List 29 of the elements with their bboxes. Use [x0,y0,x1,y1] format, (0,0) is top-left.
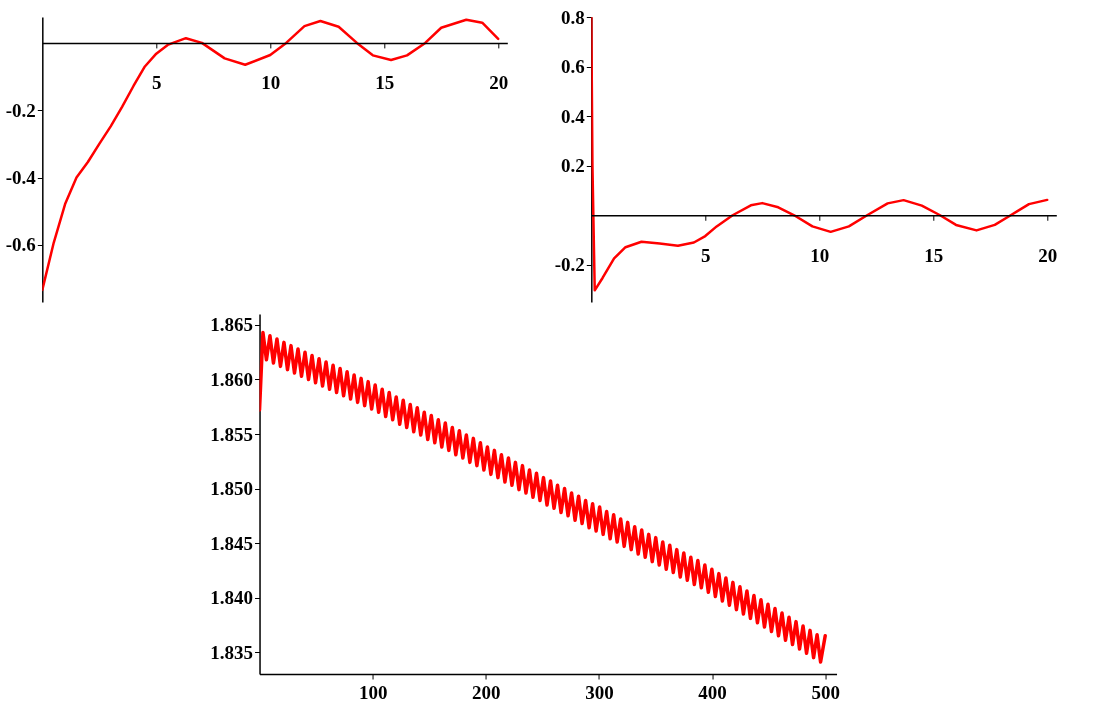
y-tick-label: 1.850 [210,478,254,500]
y-tick-label: 1.835 [210,641,254,663]
y-tick-label: 1.840 [210,587,254,609]
y-tick-label: 1.865 [210,314,254,336]
x-tick-label: 15 [924,244,944,266]
y-tick-label: 0.6 [561,56,585,78]
x-tick-label: 20 [1038,244,1058,266]
y-tick-label: -0.6 [5,234,36,256]
x-tick-label: 200 [472,681,501,703]
y-tick-label: 1.855 [210,423,254,445]
x-tick-label: 500 [811,681,840,703]
y-tick-label: -0.2 [554,254,585,276]
x-tick-label: 10 [261,72,281,94]
x-tick-label: 15 [375,72,395,94]
y-tick-label: 1.845 [210,532,254,554]
x-tick-label: 100 [358,681,388,703]
x-tick-label: 20 [489,72,509,94]
x-tick-label: 400 [698,681,727,703]
line-series [259,330,827,664]
x-tick-label: 5 [701,244,711,266]
x-tick-label: 300 [585,681,614,703]
y-tick-label: 0.4 [561,105,586,127]
y-tick-label: 0.8 [561,6,585,28]
y-tick-label: -0.4 [5,167,37,188]
y-tick-label: -0.2 [5,99,36,121]
y-tick-label: 1.860 [210,368,254,390]
y-tick-label: 0.2 [561,155,585,177]
x-tick-label: 10 [810,244,830,266]
x-tick-label: 5 [152,72,162,94]
